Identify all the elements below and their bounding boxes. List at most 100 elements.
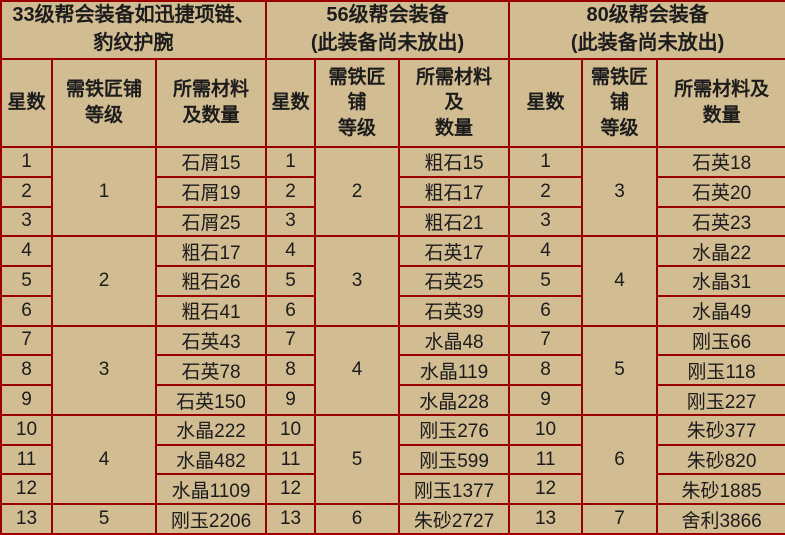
group-title-56: 56级帮会装备 (此装备尚未放出) — [265, 0, 511, 60]
material-cell: 水晶1109 — [154, 473, 268, 506]
table-row: 11 水晶482 11 刚玉599 11 朱砂820 — [0, 443, 785, 476]
star-cell: 4 — [508, 235, 584, 268]
star-cell: 4 — [265, 235, 317, 268]
material-cell: 石英43 — [154, 324, 268, 357]
group-title-80: 80级帮会装备 (此装备尚未放出) — [508, 0, 785, 60]
star-cell: 5 — [265, 265, 317, 297]
star-cell: 9 — [265, 384, 317, 416]
table-row: 7 3 石英43 7 4 水晶48 7 5 刚玉66 — [0, 324, 785, 416]
star-cell: 13 — [508, 503, 584, 535]
star-cell: 8 — [265, 354, 317, 387]
material-cell: 刚玉2206 — [154, 503, 268, 535]
material-cell: 刚玉1377 — [398, 473, 511, 506]
table-row: 5 粗石26 5 石英25 5 水晶31 — [0, 265, 785, 297]
star-cell: 13 — [265, 503, 317, 535]
smith-level-cell: 2 — [51, 235, 157, 327]
material-cell: 刚玉66 — [656, 324, 785, 357]
material-cell: 水晶228 — [398, 384, 511, 416]
col-header-star-33: 星数 — [0, 58, 53, 148]
smith-level-cell: 4 — [581, 235, 659, 327]
col-header-star-56: 星数 — [265, 58, 317, 148]
material-cell: 水晶48 — [398, 324, 511, 357]
star-cell: 12 — [0, 473, 53, 506]
smith-level-cell: 6 — [314, 503, 401, 535]
material-cell: 粗石15 — [398, 146, 511, 178]
star-cell: 10 — [265, 413, 317, 446]
material-cell: 水晶482 — [154, 443, 268, 476]
col-header-smith-80: 需铁匠 铺 等级 — [581, 58, 659, 148]
material-cell: 朱砂1885 — [656, 473, 785, 506]
star-cell: 13 — [0, 503, 53, 535]
smith-level-cell: 1 — [51, 145, 157, 238]
material-cell: 刚玉118 — [656, 354, 785, 387]
table-row: 4 2 粗石17 4 3 石英17 4 4 水晶22 — [0, 235, 785, 327]
material-cell: 刚玉599 — [398, 443, 511, 476]
star-cell: 5 — [508, 265, 584, 297]
material-cell: 水晶222 — [154, 413, 268, 446]
table-row: 13 5 刚玉2206 13 6 朱砂2727 13 7 舍利3866 — [0, 503, 785, 535]
star-cell: 11 — [0, 443, 53, 476]
smith-level-cell: 4 — [51, 413, 157, 506]
table-body: 1 1 石屑15 1 2 粗石15 1 3 石英18 2 石屑19 2 粗石17 2 石英20 3 石屑25 3 粗… — [0, 145, 785, 535]
star-cell: 8 — [0, 354, 53, 387]
star-cell: 1 — [508, 146, 584, 178]
material-cell: 石英23 — [656, 205, 785, 238]
table-row: 2 石屑19 2 粗石17 2 石英20 — [0, 175, 785, 208]
star-cell: 2 — [508, 175, 584, 208]
star-cell: 6 — [0, 294, 53, 327]
smith-level-cell: 6 — [581, 413, 659, 506]
star-cell: 7 — [0, 324, 53, 357]
smith-level-cell: 4 — [314, 324, 401, 416]
star-cell: 1 — [0, 146, 53, 178]
star-cell: 8 — [508, 354, 584, 387]
col-header-material-80: 所需材料及 数量 — [656, 58, 785, 148]
smith-level-cell: 5 — [314, 413, 401, 506]
smith-level-cell: 5 — [51, 503, 157, 535]
star-cell: 5 — [0, 265, 53, 297]
table-row: 6 粗石41 6 石英39 6 水晶49 — [0, 294, 785, 327]
smith-level-cell: 2 — [314, 145, 401, 238]
smith-level-cell: 5 — [581, 324, 659, 416]
table-row: 3 石屑25 3 粗石21 3 石英23 — [0, 205, 785, 238]
star-cell: 10 — [508, 413, 584, 446]
table-row: 10 4 水晶222 10 5 刚玉276 10 6 朱砂377 — [0, 413, 785, 506]
material-cell: 石屑15 — [154, 146, 268, 178]
table-row: 8 石英78 8 水晶119 8 刚玉118 — [0, 354, 785, 387]
star-cell: 11 — [508, 443, 584, 476]
material-cell: 石英18 — [656, 146, 785, 178]
material-cell: 水晶119 — [398, 354, 511, 387]
table-row: 9 石英150 9 水晶228 9 刚玉227 — [0, 384, 785, 416]
col-header-star-80: 星数 — [508, 58, 584, 148]
table-row: 1 1 石屑15 1 2 粗石15 1 3 石英18 — [0, 145, 785, 238]
star-cell: 12 — [265, 473, 317, 506]
material-cell: 刚玉227 — [656, 384, 785, 416]
star-cell: 6 — [508, 294, 584, 327]
smith-level-cell: 3 — [581, 145, 659, 238]
material-cell: 水晶49 — [656, 294, 785, 327]
material-cell: 石屑19 — [154, 175, 268, 208]
star-cell: 7 — [508, 324, 584, 357]
col-header-smith-33: 需铁匠铺 等级 — [51, 58, 157, 148]
group-title-33: 33级帮会装备如迅捷项链、 豹纹护腕 — [0, 0, 268, 60]
material-cell: 粗石17 — [154, 235, 268, 268]
material-cell: 朱砂377 — [656, 413, 785, 446]
star-cell: 11 — [265, 443, 317, 476]
col-header-material-56: 所需材料 及 数量 — [398, 58, 511, 148]
star-cell: 12 — [508, 473, 584, 506]
star-cell: 3 — [265, 205, 317, 238]
material-cell: 粗石26 — [154, 265, 268, 297]
col-header-smith-56: 需铁匠 铺 等级 — [314, 58, 401, 148]
material-cell: 朱砂820 — [656, 443, 785, 476]
star-cell: 9 — [0, 384, 53, 416]
material-cell: 石屑25 — [154, 205, 268, 238]
group-title-row: 33级帮会装备如迅捷项链、 豹纹护腕 56级帮会装备 (此装备尚未放出) 80级… — [0, 0, 785, 60]
column-header-row: 星数 需铁匠铺 等级 所需材料 及数量 星数 需铁匠 铺 等级 所需材料 及 数… — [0, 58, 785, 148]
material-cell: 粗石17 — [398, 175, 511, 208]
col-header-material-33: 所需材料 及数量 — [154, 58, 268, 148]
star-cell: 2 — [0, 175, 53, 208]
material-cell: 粗石21 — [398, 205, 511, 238]
material-cell: 粗石41 — [154, 294, 268, 327]
smith-level-cell: 3 — [51, 324, 157, 416]
star-cell: 2 — [265, 175, 317, 208]
